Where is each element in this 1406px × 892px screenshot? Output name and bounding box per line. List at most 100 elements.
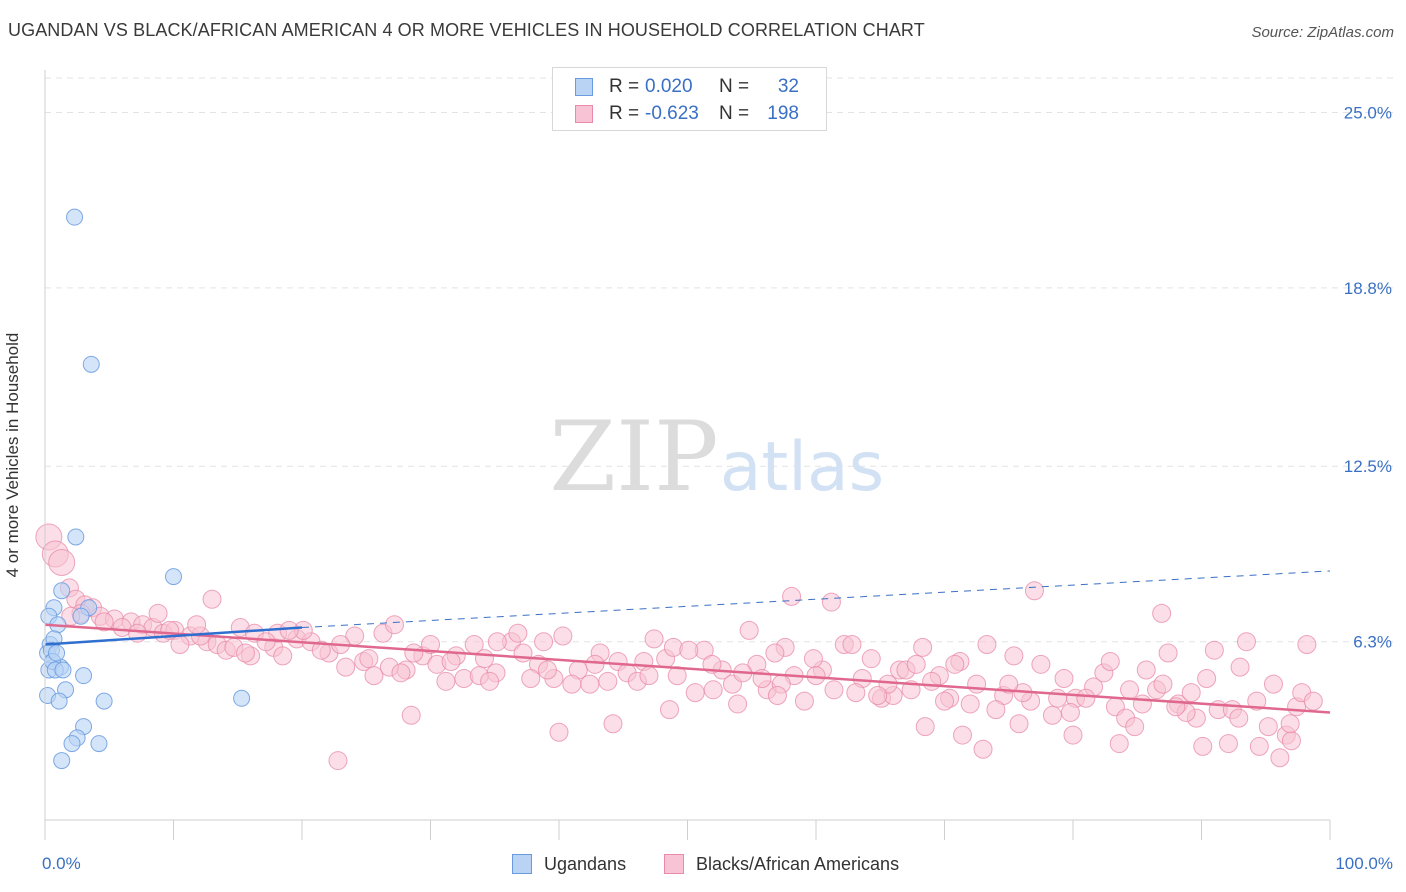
data-point-blacks [202,589,222,609]
data-point-blacks [868,685,888,705]
y-tick-label: 25.0% [1344,103,1392,122]
legend-r-value-blacks: -0.623 [645,103,699,124]
data-point-blacks [1280,714,1300,734]
data-point-blacks [1258,717,1278,737]
data-point-blacks [1229,708,1249,728]
data-point-blacks [922,671,942,691]
data-point-blacks [401,705,421,725]
data-point-ugandans [66,208,84,226]
data-point-blacks [562,674,582,694]
legend-swatch-blacks [575,105,593,123]
data-point-blacks [508,623,528,643]
data-point-blacks [685,683,705,703]
data-point-blacks [1048,688,1068,708]
data-point-blacks [585,654,605,674]
data-point-blacks [644,629,664,649]
data-point-ugandans [53,752,71,770]
data-point-blacks [945,654,965,674]
data-point-blacks [454,668,474,688]
data-point-blacks [739,620,759,640]
data-point-blacks [603,714,623,734]
data-point-blacks [48,548,76,576]
grid-lines [45,77,1395,643]
watermark: ZIP atlas [549,401,884,513]
legend-n-value-ugandans: 32 [777,76,799,97]
data-point-blacks [336,657,356,677]
chart-source: Source: ZipAtlas.com [1251,24,1394,41]
series-blacks-points [35,523,1323,771]
x-tick-label-min: 0.0% [42,854,81,873]
data-point-ugandans [63,735,81,753]
bottom-legend-label-ugandans: Ugandans [544,853,627,874]
data-point-blacks [1158,643,1178,663]
data-point-blacks [906,654,926,674]
legend-swatch-ugandans [575,78,593,96]
data-point-blacks [728,694,748,714]
data-point-blacks [436,671,456,691]
data-point-blacks [782,586,802,606]
data-point-blacks [767,685,787,705]
data-point-blacks [765,643,785,663]
data-point-ugandans [90,735,108,753]
data-point-blacks [1193,736,1213,756]
legend-r-label: R = [609,76,640,97]
data-point-blacks [1100,652,1120,672]
data-point-blacks [1042,705,1062,725]
watermark-zip: ZIP [549,401,718,513]
data-point-blacks [952,725,972,745]
data-point-blacks [1125,717,1145,737]
data-point-blacks [553,626,573,646]
y-axis-label: 4 or more Vehicles in Household [3,332,22,578]
data-point-blacks [639,666,659,686]
data-point-blacks [256,632,276,652]
data-point-blacks [679,640,699,660]
data-point-blacks [1249,736,1269,756]
data-point-blacks [1109,734,1129,754]
data-point-blacks [359,649,379,669]
axes [44,70,1331,840]
data-point-blacks [148,603,168,623]
data-point-blacks [1270,748,1290,768]
x-tick-labels: 0.0% 100.0% [42,854,1393,873]
data-point-blacks [1031,654,1051,674]
data-point-blacks [1132,694,1152,714]
data-point-blacks [821,592,841,612]
data-point-blacks [1152,603,1172,623]
data-point-blacks [273,646,293,666]
data-point-blacks [1247,691,1267,711]
watermark-atlas: atlas [720,428,884,507]
data-point-blacks [794,691,814,711]
data-point-blacks [1230,657,1250,677]
data-point-blacks [311,640,331,660]
data-point-blacks [404,643,424,663]
data-point-blacks [580,674,600,694]
data-point-blacks [846,683,866,703]
data-point-blacks [421,635,440,655]
data-point-blacks [973,739,993,759]
data-point-blacks [915,717,935,737]
legend-row-ugandans: R = 0.020 N = 32 [575,76,799,98]
data-point-blacks [1063,725,1083,745]
data-point-blacks [806,666,826,686]
data-point-blacks [1120,680,1140,700]
data-point-ugandans [48,644,66,662]
series-ugandans-points [39,208,251,770]
data-point-blacks [1004,646,1024,666]
data-point-blacks [1060,702,1080,722]
data-point-ugandans [75,667,93,685]
data-point-blacks [999,674,1019,694]
data-point-ugandans [82,355,100,373]
y-tick-label: 12.5% [1344,457,1392,476]
legend-row-blacks: R = -0.623 N = 198 [575,103,799,125]
legend-r-value-ugandans: 0.020 [645,76,693,97]
y-tick-label: 18.8% [1344,279,1392,298]
data-point-blacks [967,674,987,694]
data-point-blacks [235,643,255,663]
trend-line-ugandans [44,626,303,646]
data-point-blacks [803,649,823,669]
data-point-blacks [391,663,411,683]
data-point-blacks [441,652,461,672]
bottom-legend-blacks: Blacks/African Americans [664,852,899,876]
bottom-legend-label-blacks: Blacks/African Americans [696,853,900,874]
